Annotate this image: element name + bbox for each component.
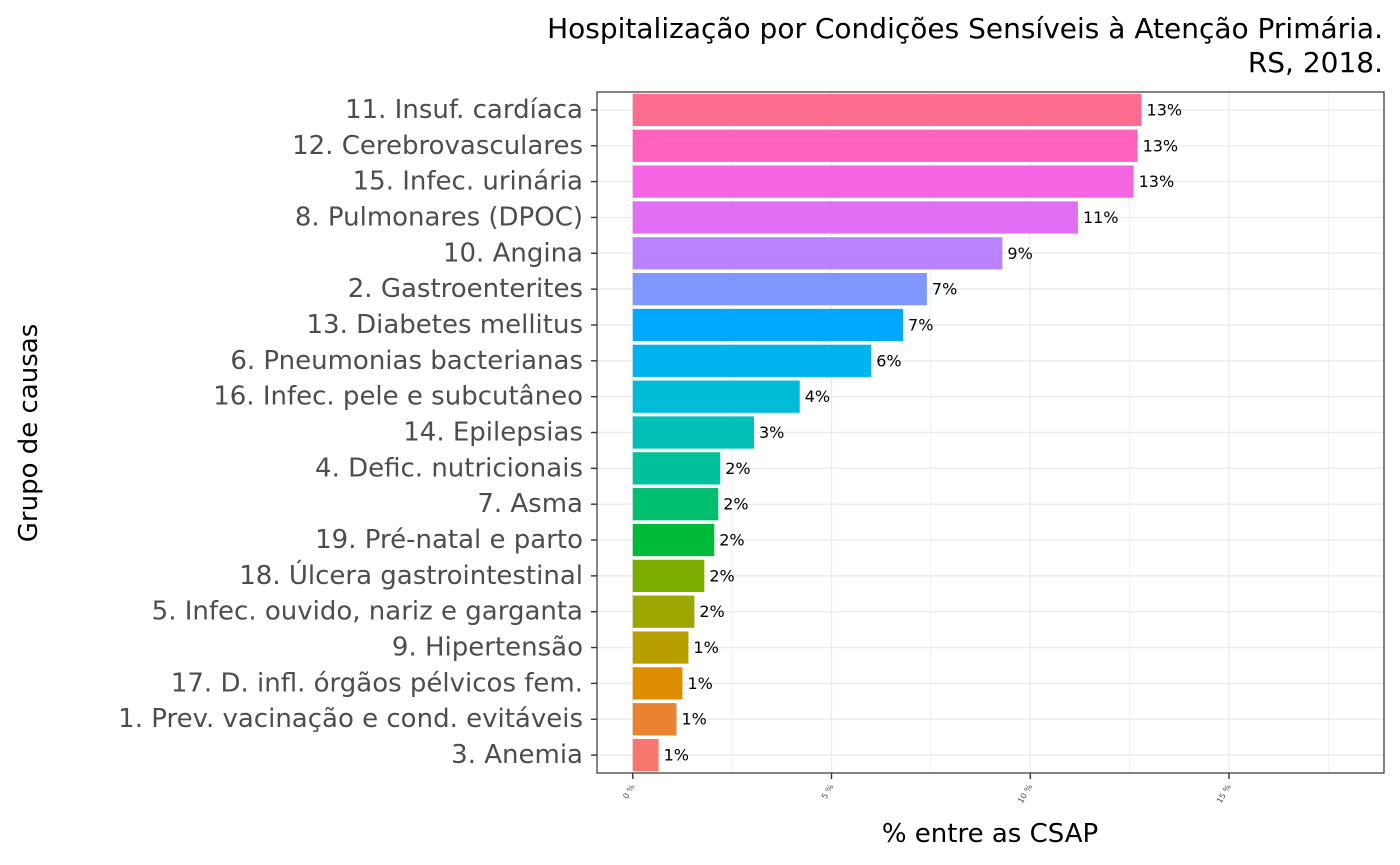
category-label: 11. Insuf. cardíaca — [345, 95, 583, 125]
x-tick-label: 15 % — [1215, 782, 1233, 804]
bar-value-label: 1% — [681, 710, 706, 729]
category-label: 16. Infec. pele e subcutâneo — [213, 382, 583, 412]
bar-value-label: 11% — [1083, 208, 1119, 227]
bar — [632, 308, 904, 342]
category-label: 5. Infec. ouvido, nariz e garganta — [152, 597, 583, 627]
bar — [632, 93, 1142, 127]
bar-value-label: 1% — [687, 674, 712, 693]
bar — [632, 452, 721, 485]
category-label: 17. D. infl. órgãos pélvicos fem. — [171, 668, 583, 698]
category-label: 2. Gastroenterites — [348, 274, 583, 304]
bar-value-label: 4% — [805, 387, 830, 406]
bar-value-label: 7% — [932, 280, 957, 299]
x-tick-label: 10 % — [1016, 782, 1034, 804]
bar-value-label: 1% — [693, 638, 718, 657]
bar — [632, 595, 695, 628]
bar-value-label: 13% — [1147, 100, 1183, 119]
bars — [632, 93, 1142, 772]
chart-title-line1: Hospitalização por Condições Sensíveis à… — [547, 12, 1383, 45]
bar — [632, 344, 872, 377]
bar-value-label: 2% — [719, 531, 744, 550]
category-label: 19. Pré-natal e parto — [315, 525, 583, 555]
category-label: 6. Pneumonias bacterianas — [230, 346, 583, 376]
bar — [632, 667, 683, 700]
x-tick-label: 5 % — [820, 782, 836, 800]
bar-value-label: 2% — [723, 495, 748, 514]
chart-title-line2: RS, 2018. — [1248, 46, 1383, 79]
bar — [632, 416, 755, 449]
bar — [632, 129, 1138, 162]
category-label: 18. Úlcera gastrointestinal — [239, 559, 583, 591]
bar-value-label: 7% — [908, 315, 933, 334]
bar — [632, 523, 715, 557]
bar — [632, 488, 719, 521]
category-label: 9. Hipertensão — [392, 633, 583, 663]
y-axis: 11. Insuf. cardíaca 12. Cerebrovasculares… — [118, 95, 597, 770]
y-axis-title: Grupo de causas — [14, 324, 44, 543]
bar-value-label: 2% — [725, 459, 750, 478]
category-label: 14. Epilepsias — [403, 418, 583, 448]
bar-value-label: 1% — [664, 746, 689, 765]
bar-value-label: 13% — [1139, 172, 1175, 191]
bar-value-label: 2% — [699, 602, 724, 621]
bar — [632, 273, 927, 306]
x-axis-title: % entre as CSAP — [882, 819, 1098, 849]
category-label: 10. Angina — [443, 238, 583, 268]
category-label: 1. Prev. vacinação e cond. evitáveis — [118, 704, 583, 734]
category-label: 3. Anemia — [451, 740, 583, 770]
bar — [632, 738, 659, 772]
category-label: 13. Diabetes mellitus — [306, 310, 583, 340]
bar — [632, 559, 705, 592]
category-label: 12. Cerebrovasculares — [292, 131, 583, 161]
bar — [632, 165, 1134, 198]
x-axis: 0 % 5 % 10 % 15 % — [621, 773, 1233, 805]
x-tick-label: 0 % — [621, 782, 637, 800]
bar-value-label: 3% — [759, 423, 784, 442]
category-label: 7. Asma — [477, 489, 583, 519]
category-label: 8. Pulmonares (DPOC) — [295, 202, 583, 232]
bar — [632, 703, 677, 736]
bar-value-label: 6% — [876, 351, 901, 370]
bar — [632, 201, 1078, 234]
bar-value-labels: 13% 13% 13% 11% 9% 7% 7% 6% 4% 3% 2% 2% 2% 2% 2% 1% 1% 1%… — [664, 100, 1182, 764]
bar-value-label: 9% — [1007, 244, 1032, 263]
category-label: 15. Infec. urinária — [353, 167, 583, 197]
bar — [632, 237, 1003, 270]
bar-value-label: 2% — [709, 566, 734, 585]
bar-value-label: 13% — [1143, 136, 1179, 155]
category-label: 4. Defic. nutricionais — [315, 453, 583, 483]
bar — [632, 631, 689, 664]
bar — [632, 380, 800, 413]
